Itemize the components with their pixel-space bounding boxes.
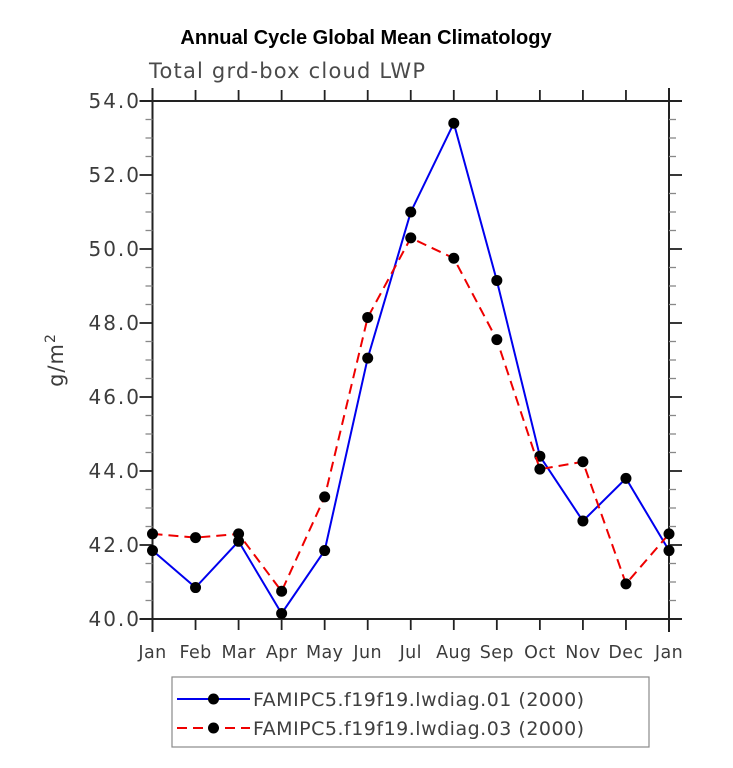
- data-point-marker: [405, 232, 417, 244]
- x-tick-label: Nov: [565, 643, 600, 663]
- series-line-0: [151, 120, 670, 616]
- legend: FAMIPC5.f19f19.lwdiag.01 (2000) FAMIPC5.f…: [171, 676, 650, 748]
- data-point-marker: [319, 545, 331, 557]
- x-tick-label: Feb: [179, 643, 211, 663]
- chart-subtitle: Total grd-box cloud LWP: [148, 59, 426, 83]
- y-tick-label: 42.0: [88, 533, 141, 557]
- data-point-marker: [276, 607, 288, 619]
- data-point-marker: [362, 311, 374, 323]
- data-point-marker: [190, 582, 202, 594]
- data-point-marker: [663, 545, 675, 557]
- y-tick-label: 50.0: [88, 237, 141, 261]
- x-tick-label: Oct: [524, 643, 555, 663]
- data-point-marker: [577, 515, 589, 527]
- y-tick-label: 48.0: [88, 311, 141, 335]
- x-tick-label: Jan: [137, 643, 166, 663]
- data-point-marker: [534, 463, 546, 475]
- data-point-marker: [319, 491, 331, 503]
- data-point-marker: [147, 528, 158, 540]
- x-tick-label: Apr: [266, 643, 298, 663]
- series-line-1: [152, 236, 670, 594]
- axes: Jan Feb Mar Apr May Jun Jul Aug Sep Oct Nov Dec Jan 4…: [88, 88, 683, 663]
- legend-entry-label: FAMIPC5.f19f19.lwdiag.03 (2000): [253, 718, 585, 740]
- x-tick-label: Mar: [221, 643, 256, 663]
- y-axis-unit-label: g/m2: [43, 333, 68, 387]
- y-tick-label: 44.0: [88, 459, 141, 483]
- data-point-marker: [276, 585, 288, 597]
- legend-marker: [208, 722, 219, 734]
- data-point-marker: [405, 206, 417, 218]
- data-point-marker: [448, 117, 460, 129]
- x-tick-label: Jun: [352, 643, 382, 663]
- legend-marker: [208, 693, 219, 705]
- x-tick-label: Dec: [608, 643, 643, 663]
- data-point-marker: [663, 528, 675, 540]
- data-point-marker: [362, 352, 374, 364]
- x-tick-label: Sep: [480, 643, 514, 663]
- y-tick-label: 54.0: [88, 89, 141, 113]
- x-tick-label: May: [306, 643, 343, 663]
- x-tick-label: Aug: [436, 643, 471, 663]
- y-axis-label: g/m2: [43, 333, 68, 387]
- chart-title: Annual Cycle Global Mean Climatology: [180, 27, 552, 49]
- data-point-marker: [147, 545, 158, 557]
- legend-entry-label: FAMIPC5.f19f19.lwdiag.01 (2000): [253, 689, 585, 711]
- data-point-marker: [190, 532, 202, 544]
- y-tick-label: 40.0: [88, 607, 141, 631]
- data-point-marker: [620, 578, 632, 590]
- data-point-marker: [491, 274, 503, 286]
- y-tick-label: 46.0: [88, 385, 141, 409]
- y-tick-label: 52.0: [88, 163, 141, 187]
- series-group: [147, 117, 675, 619]
- data-point-marker: [491, 334, 503, 346]
- data-point-marker: [620, 472, 632, 484]
- legend-box: [171, 676, 650, 748]
- x-tick-label: Jul: [399, 643, 422, 663]
- data-point-marker: [448, 252, 460, 264]
- data-point-marker: [577, 456, 589, 468]
- data-point-marker: [233, 528, 245, 540]
- x-tick-label: Jan: [654, 643, 683, 663]
